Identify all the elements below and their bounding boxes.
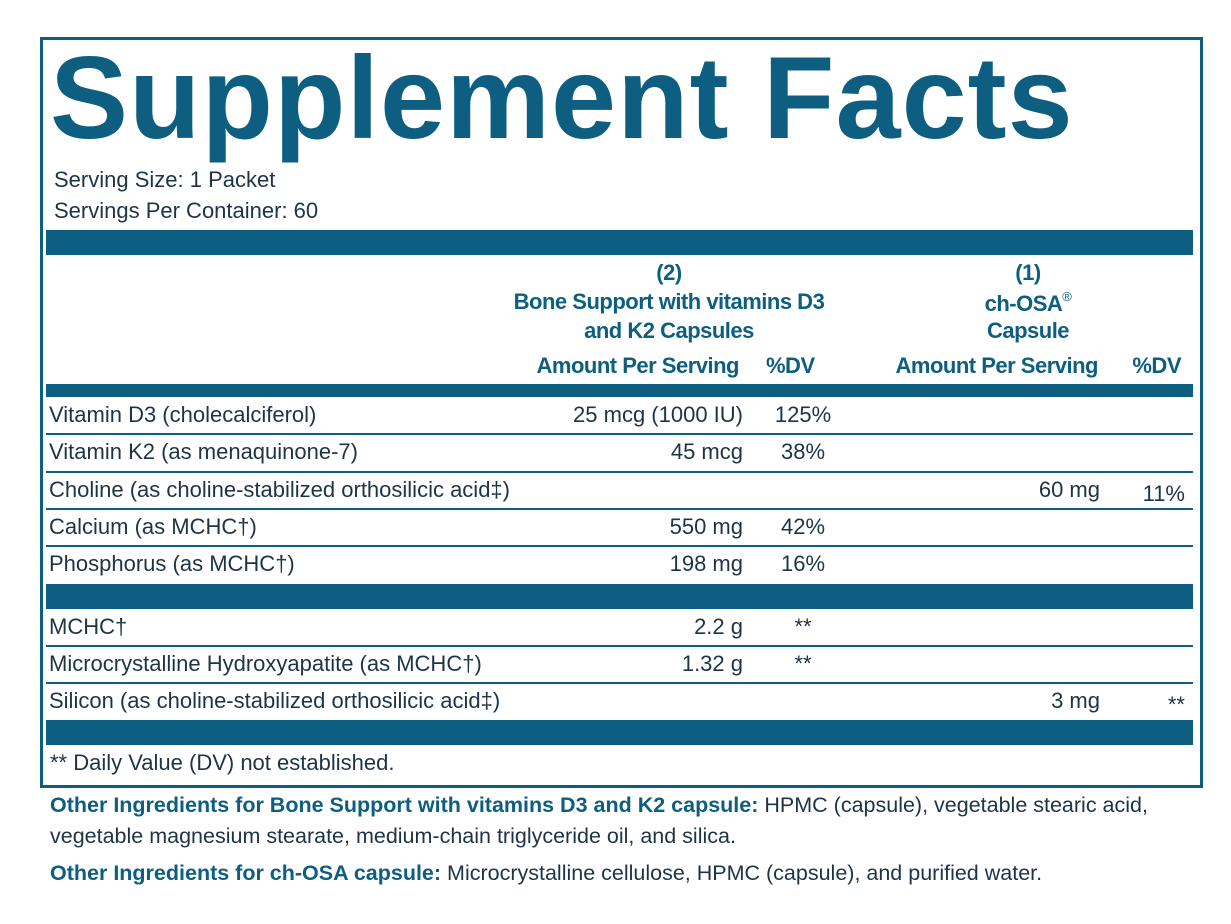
dv-heading: %DV	[1132, 353, 1181, 378]
ingredient-label: Other Ingredients for ch-OSA capsule:	[50, 861, 442, 885]
daily-value: 125%	[774, 402, 832, 427]
title: Supplement Facts	[50, 32, 1074, 163]
registered-mark: ®	[1062, 289, 1072, 304]
column-name: and K2 Capsules	[584, 318, 754, 343]
row-divider	[46, 470, 1193, 473]
column-count: (1)	[1015, 260, 1041, 285]
nutrient-name: MCHC†	[49, 613, 128, 639]
daily-value: **	[794, 613, 812, 639]
daily-value: 11%	[1142, 480, 1185, 506]
column-count: (2)	[656, 260, 682, 285]
amount-heading: Amount Per Serving	[895, 353, 1099, 378]
nutrient-name: Vitamin D3 (cholecalciferol)	[49, 402, 317, 427]
nutrient-name: Calcium (as MCHC†)	[49, 513, 257, 539]
daily-value: 42%	[780, 513, 826, 539]
amount-heading: Amount Per Serving	[536, 353, 740, 378]
bar	[46, 384, 1193, 397]
ingredient-paragraph: Other Ingredients for ch-OSA capsule: Mi…	[50, 858, 1200, 889]
servings-per-container: Servings Per Container: 60	[54, 198, 319, 223]
column-name: ch-OSA®	[984, 289, 1072, 316]
label-border	[40, 37, 1203, 788]
bar	[46, 720, 1193, 746]
row-divider	[46, 682, 1193, 685]
daily-value: 16%	[780, 551, 826, 577]
column-name: Bone Support with vitamins D3	[513, 289, 825, 314]
row-divider	[46, 545, 1193, 548]
serving-size: Serving Size: 1 Packet	[54, 167, 276, 192]
nutrient-name: Vitamin K2 (as menaquinone-7)	[49, 439, 358, 465]
row-divider	[46, 644, 1193, 647]
amount: 198 mg	[669, 551, 743, 577]
amount: 60 mg	[1038, 476, 1100, 502]
amount: 2.2 g	[694, 613, 743, 639]
amount: 45 mcg	[670, 439, 743, 465]
bar	[46, 230, 1193, 255]
other-ingredients: Other Ingredients for Bone Support with …	[50, 790, 1200, 895]
bar	[46, 583, 1193, 609]
nutrient-name: Choline (as choline-stabilized orthosili…	[49, 476, 510, 502]
amount: 1.32 g	[681, 650, 743, 676]
ingredient-text: Microcrystalline cellulose, HPMC (capsul…	[447, 861, 1043, 885]
nutrient-name: Phosphorus (as MCHC†)	[49, 551, 295, 577]
row-divider	[46, 433, 1193, 436]
ingredient-label: Other Ingredients for Bone Support with …	[50, 793, 759, 817]
nutrient-name: Microcrystalline Hydroxyapatite (as MCHC…	[49, 650, 482, 676]
ingredient-text: HPMC (capsule), vegetable stearic acid, …	[50, 793, 1148, 848]
daily-value: 38%	[780, 439, 826, 465]
dv-heading: %DV	[766, 353, 815, 378]
amount: 550 mg	[669, 513, 743, 539]
row-divider	[46, 507, 1193, 510]
footnote: ** Daily Value (DV) not established.	[50, 750, 395, 775]
daily-value: **	[794, 650, 812, 676]
amount: 25 mcg (1000 IU)	[573, 402, 743, 427]
column-name: Capsule	[986, 318, 1070, 343]
amount: 3 mg	[1051, 688, 1100, 714]
daily-value: **	[1167, 692, 1185, 718]
nutrient-name: Silicon (as choline-stabilized orthosili…	[49, 688, 501, 714]
ingredient-paragraph: Other Ingredients for Bone Support with …	[50, 790, 1200, 852]
